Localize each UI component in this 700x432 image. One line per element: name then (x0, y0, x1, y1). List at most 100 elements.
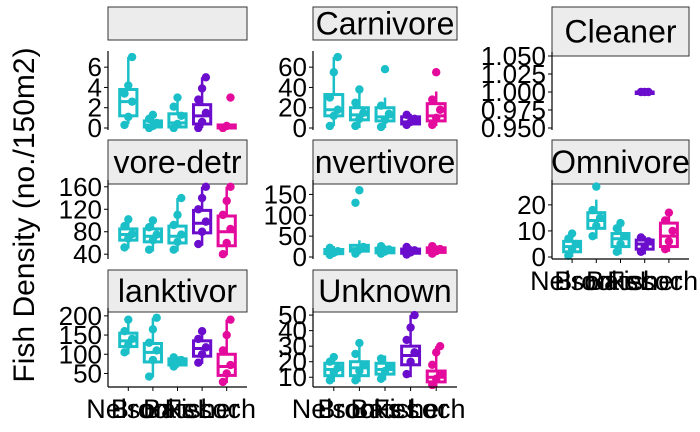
x-tick-label: Bates (586, 266, 655, 296)
data-point (325, 121, 335, 131)
data-point (177, 193, 186, 203)
box-bates (167, 353, 188, 371)
data-point (218, 346, 228, 355)
data-point (144, 245, 154, 254)
data-point (376, 241, 386, 251)
data-point (588, 205, 597, 215)
facet-strip (312, 139, 458, 185)
data-point (351, 349, 360, 359)
facet-strip (551, 139, 690, 185)
data-point (152, 118, 161, 128)
x-tick-label: Loch (407, 394, 466, 424)
data-point (169, 102, 178, 111)
data-point (660, 216, 670, 225)
data-point (616, 218, 625, 228)
box-fisher (634, 233, 655, 256)
data-point (201, 343, 211, 352)
x-tick-label: Loch (640, 266, 699, 296)
data-point (177, 111, 186, 121)
facet-title: vore-detr (113, 144, 241, 180)
y-tick-label: 1.025 (481, 59, 546, 89)
box-brooks (142, 110, 164, 132)
data-point (402, 110, 411, 120)
data-point (564, 251, 573, 260)
x-tick-label: Brooks (111, 394, 195, 424)
facet-strip (107, 269, 248, 313)
data-point (120, 243, 129, 252)
facet-title: lanktivor (118, 273, 238, 309)
data-point (194, 239, 203, 249)
box-loch (216, 93, 237, 132)
y-tick-label: 0 (88, 113, 102, 143)
data-point (402, 242, 411, 252)
data-point (218, 210, 228, 220)
box-brooks (348, 85, 370, 131)
data-point (351, 376, 360, 385)
data-point (384, 245, 394, 254)
data-point (194, 358, 203, 367)
data-point (127, 97, 137, 106)
x-tick-label: Brooks (554, 266, 638, 296)
y-tick-label: 0 (293, 242, 307, 272)
y-tick-label: 150 (59, 320, 102, 350)
box-loch (425, 241, 447, 258)
data-point (376, 374, 386, 383)
data-point (644, 237, 653, 246)
y-tick-label: 20 (278, 347, 307, 377)
y-tick-label: 50 (73, 358, 102, 388)
box-bates (167, 193, 188, 254)
box-fisher (400, 310, 422, 379)
data-point (380, 64, 390, 74)
data-point (197, 117, 207, 127)
facet-title: Unknown (318, 273, 451, 309)
y-tick-label: 40 (278, 316, 307, 346)
data-point (222, 196, 231, 206)
data-point (197, 227, 207, 236)
box-brooks (142, 313, 164, 381)
data-point (124, 112, 133, 122)
data-point (222, 369, 231, 378)
x-tick-label: Nelson (292, 394, 376, 424)
data-point (226, 182, 235, 192)
data-point (222, 121, 231, 131)
data-point (384, 109, 394, 119)
box-bates (167, 93, 188, 132)
data-point (592, 221, 601, 230)
data-point (620, 231, 629, 241)
data-point (432, 348, 441, 357)
x-tick-label: Nelson (530, 266, 614, 296)
y-tick-label: 4 (88, 72, 102, 102)
box-bates (374, 354, 396, 383)
facet-strip (551, 6, 690, 57)
box-nelson (118, 215, 139, 252)
y-tick-label: 50 (278, 221, 307, 251)
data-point (173, 237, 182, 247)
box-brooks (142, 216, 164, 254)
data-point (201, 182, 211, 192)
x-tick-label: Bates (143, 394, 212, 424)
data-point (333, 105, 342, 114)
data-point (432, 113, 441, 123)
box-nelson (562, 229, 583, 260)
data-point (664, 237, 674, 246)
data-point (152, 313, 161, 322)
data-point (329, 68, 338, 77)
box-fisher (191, 73, 213, 132)
box-loch (425, 341, 447, 389)
data-point (173, 119, 182, 129)
facet-panels: 0246Carnivore0204060Cleaner0.9500.9751.0… (59, 6, 699, 425)
box-nelson (118, 315, 139, 357)
data-point (218, 249, 228, 259)
facet-title: Omnivore (551, 144, 690, 180)
data-point (124, 315, 133, 324)
y-tick-label: 20 (517, 190, 546, 220)
y-tick-label: 80 (73, 217, 102, 247)
